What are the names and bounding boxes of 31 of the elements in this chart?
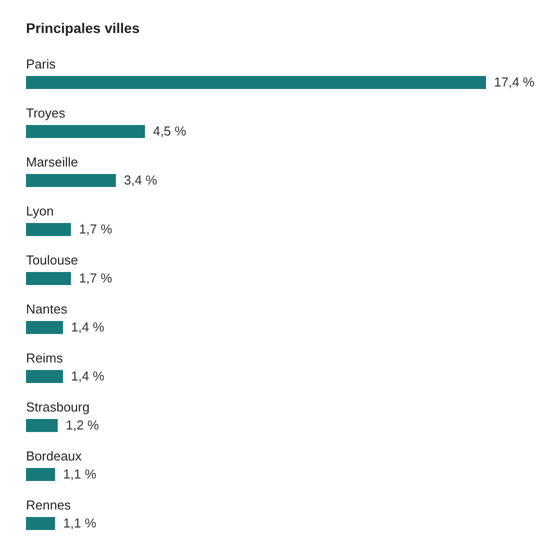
y-tick-label: Troyes [26,106,66,120]
bar [26,321,64,334]
bar [26,223,71,236]
y-tick-label: Bordeaux [26,448,82,464]
data-label: 4,5 % [152,124,187,138]
chart-title: Principales villes [26,20,140,36]
y-tick-label: Paris [26,56,56,72]
y-tick-label: Reims [26,350,64,366]
data-label: 3,4 % [124,172,158,188]
bar [26,174,116,187]
bar [26,419,58,432]
y-tick-label: Toulouse [26,252,78,268]
data-label: 1,4 % [71,320,105,334]
data-label: 1,1 % [63,466,97,482]
y-tick-label: Rennes [26,498,72,512]
bar [26,370,64,383]
data-label: 1,2 % [66,418,100,432]
bar [26,76,486,89]
bar [26,517,56,530]
y-tick-label: Lyon [26,204,54,218]
bar [26,125,145,138]
data-label: 17,4 % [494,74,535,90]
data-label: 1,7 % [78,270,113,286]
y-tick-label: Marseille [26,154,78,170]
data-label: 1,1 % [63,516,97,530]
data-label: 1,4 % [71,368,105,384]
data-label: 1,7 % [78,222,113,236]
y-tick-label: Strasbourg [26,400,90,414]
bar [26,272,71,285]
bar [26,468,56,481]
y-tick-label: Nantes [26,302,68,316]
